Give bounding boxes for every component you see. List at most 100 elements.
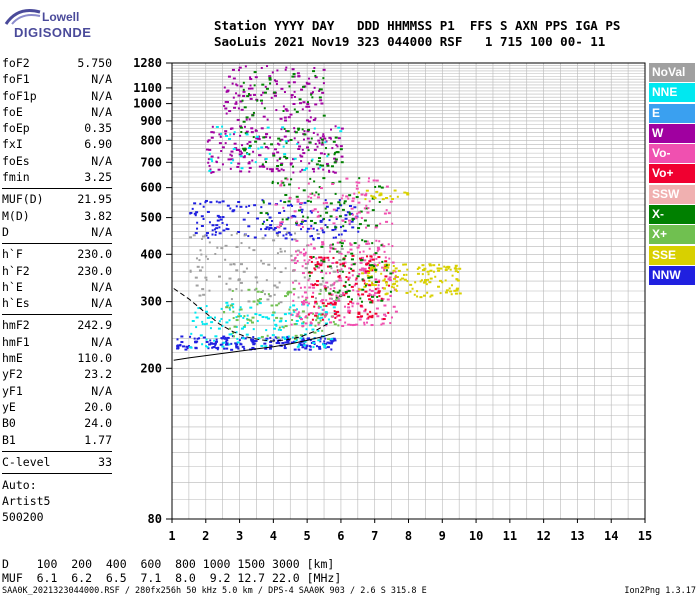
echo-point bbox=[276, 159, 279, 162]
echo-point bbox=[293, 348, 297, 351]
echo-point bbox=[299, 222, 303, 225]
echo-point bbox=[385, 209, 388, 212]
echo-point bbox=[228, 277, 232, 280]
echo-point bbox=[353, 284, 356, 287]
echo-point bbox=[327, 318, 330, 321]
echo-point bbox=[375, 307, 379, 310]
echo-point bbox=[240, 327, 244, 330]
echo-point bbox=[329, 244, 332, 247]
echo-point bbox=[239, 85, 243, 88]
echo-point bbox=[316, 145, 319, 148]
echo-point bbox=[317, 266, 321, 269]
echo-point bbox=[423, 267, 427, 270]
echo-point bbox=[305, 296, 309, 299]
echo-point bbox=[254, 76, 258, 79]
echo-point bbox=[384, 256, 387, 259]
echo-point bbox=[350, 267, 353, 270]
echo-point bbox=[347, 309, 351, 312]
echo-point bbox=[395, 280, 399, 283]
echo-point bbox=[300, 155, 304, 158]
echo-point bbox=[340, 161, 344, 164]
echo-point bbox=[310, 200, 313, 203]
echo-point bbox=[268, 78, 272, 81]
echo-point bbox=[258, 135, 261, 138]
echo-point bbox=[245, 205, 248, 208]
echo-point bbox=[252, 343, 256, 346]
echo-point bbox=[269, 82, 272, 85]
echo-point bbox=[327, 337, 331, 340]
echo-point bbox=[196, 337, 199, 340]
echo-point bbox=[297, 343, 300, 346]
echo-point bbox=[249, 319, 253, 322]
echo-point bbox=[312, 255, 315, 258]
echo-point bbox=[337, 271, 340, 274]
echo-point bbox=[299, 170, 302, 173]
param-value: 24.0 bbox=[84, 416, 112, 431]
echo-point bbox=[232, 310, 235, 313]
echo-point bbox=[243, 155, 246, 158]
echo-point bbox=[348, 283, 351, 286]
echo-point bbox=[290, 178, 293, 181]
echo-point bbox=[281, 126, 285, 129]
echo-point bbox=[280, 180, 283, 183]
echo-point bbox=[235, 269, 239, 272]
echo-point bbox=[312, 341, 316, 344]
echo-point bbox=[299, 102, 303, 105]
echo-point bbox=[189, 236, 193, 239]
echo-point bbox=[429, 269, 433, 272]
echo-point bbox=[318, 88, 321, 91]
echo-point bbox=[331, 315, 334, 318]
echo-point bbox=[348, 213, 351, 216]
echo-point bbox=[205, 232, 209, 235]
echo-point bbox=[289, 113, 293, 116]
echo-point bbox=[312, 70, 316, 73]
echo-point bbox=[290, 254, 293, 257]
echo-point bbox=[249, 97, 253, 100]
echo-point bbox=[355, 323, 359, 326]
echo-point bbox=[448, 287, 451, 290]
y-tick-label: 600 bbox=[140, 181, 162, 195]
echo-point bbox=[325, 342, 328, 345]
echo-point bbox=[287, 290, 291, 293]
param-row: fxI 6.90 bbox=[2, 137, 112, 153]
echo-point bbox=[358, 288, 362, 291]
echo-point bbox=[365, 226, 368, 229]
echo-point bbox=[240, 289, 243, 292]
echo-point bbox=[328, 250, 331, 253]
echo-point bbox=[309, 255, 313, 258]
echo-point bbox=[193, 337, 196, 340]
echo-point bbox=[226, 101, 229, 104]
echo-point bbox=[230, 154, 233, 157]
echo-point bbox=[339, 263, 342, 266]
echo-point bbox=[228, 110, 232, 113]
echo-point bbox=[424, 278, 428, 281]
echo-point bbox=[286, 178, 289, 181]
echo-point bbox=[310, 260, 313, 263]
echo-point bbox=[208, 343, 212, 346]
echo-point bbox=[374, 312, 378, 315]
echo-point bbox=[228, 308, 231, 311]
param-name: yF1 bbox=[2, 383, 23, 398]
echo-point bbox=[218, 232, 222, 235]
echo-point bbox=[375, 190, 379, 193]
echo-point bbox=[224, 100, 228, 103]
echo-point bbox=[352, 289, 355, 292]
echo-point bbox=[322, 202, 325, 205]
echo-point bbox=[326, 341, 330, 344]
echo-point bbox=[225, 301, 229, 304]
echo-point bbox=[263, 142, 266, 145]
echo-point bbox=[388, 276, 392, 279]
echo-point bbox=[336, 296, 339, 299]
echo-point bbox=[229, 153, 232, 156]
echo-point bbox=[185, 345, 189, 348]
echo-point bbox=[271, 334, 275, 337]
echo-point bbox=[248, 153, 251, 156]
echo-point bbox=[268, 216, 272, 219]
echo-point bbox=[328, 170, 331, 173]
echo-point bbox=[310, 283, 314, 286]
echo-point bbox=[322, 82, 325, 85]
echo-point bbox=[332, 222, 336, 225]
param-value: 33 bbox=[98, 454, 112, 469]
echo-point bbox=[393, 277, 397, 280]
param-name: hmF1 bbox=[2, 334, 30, 349]
